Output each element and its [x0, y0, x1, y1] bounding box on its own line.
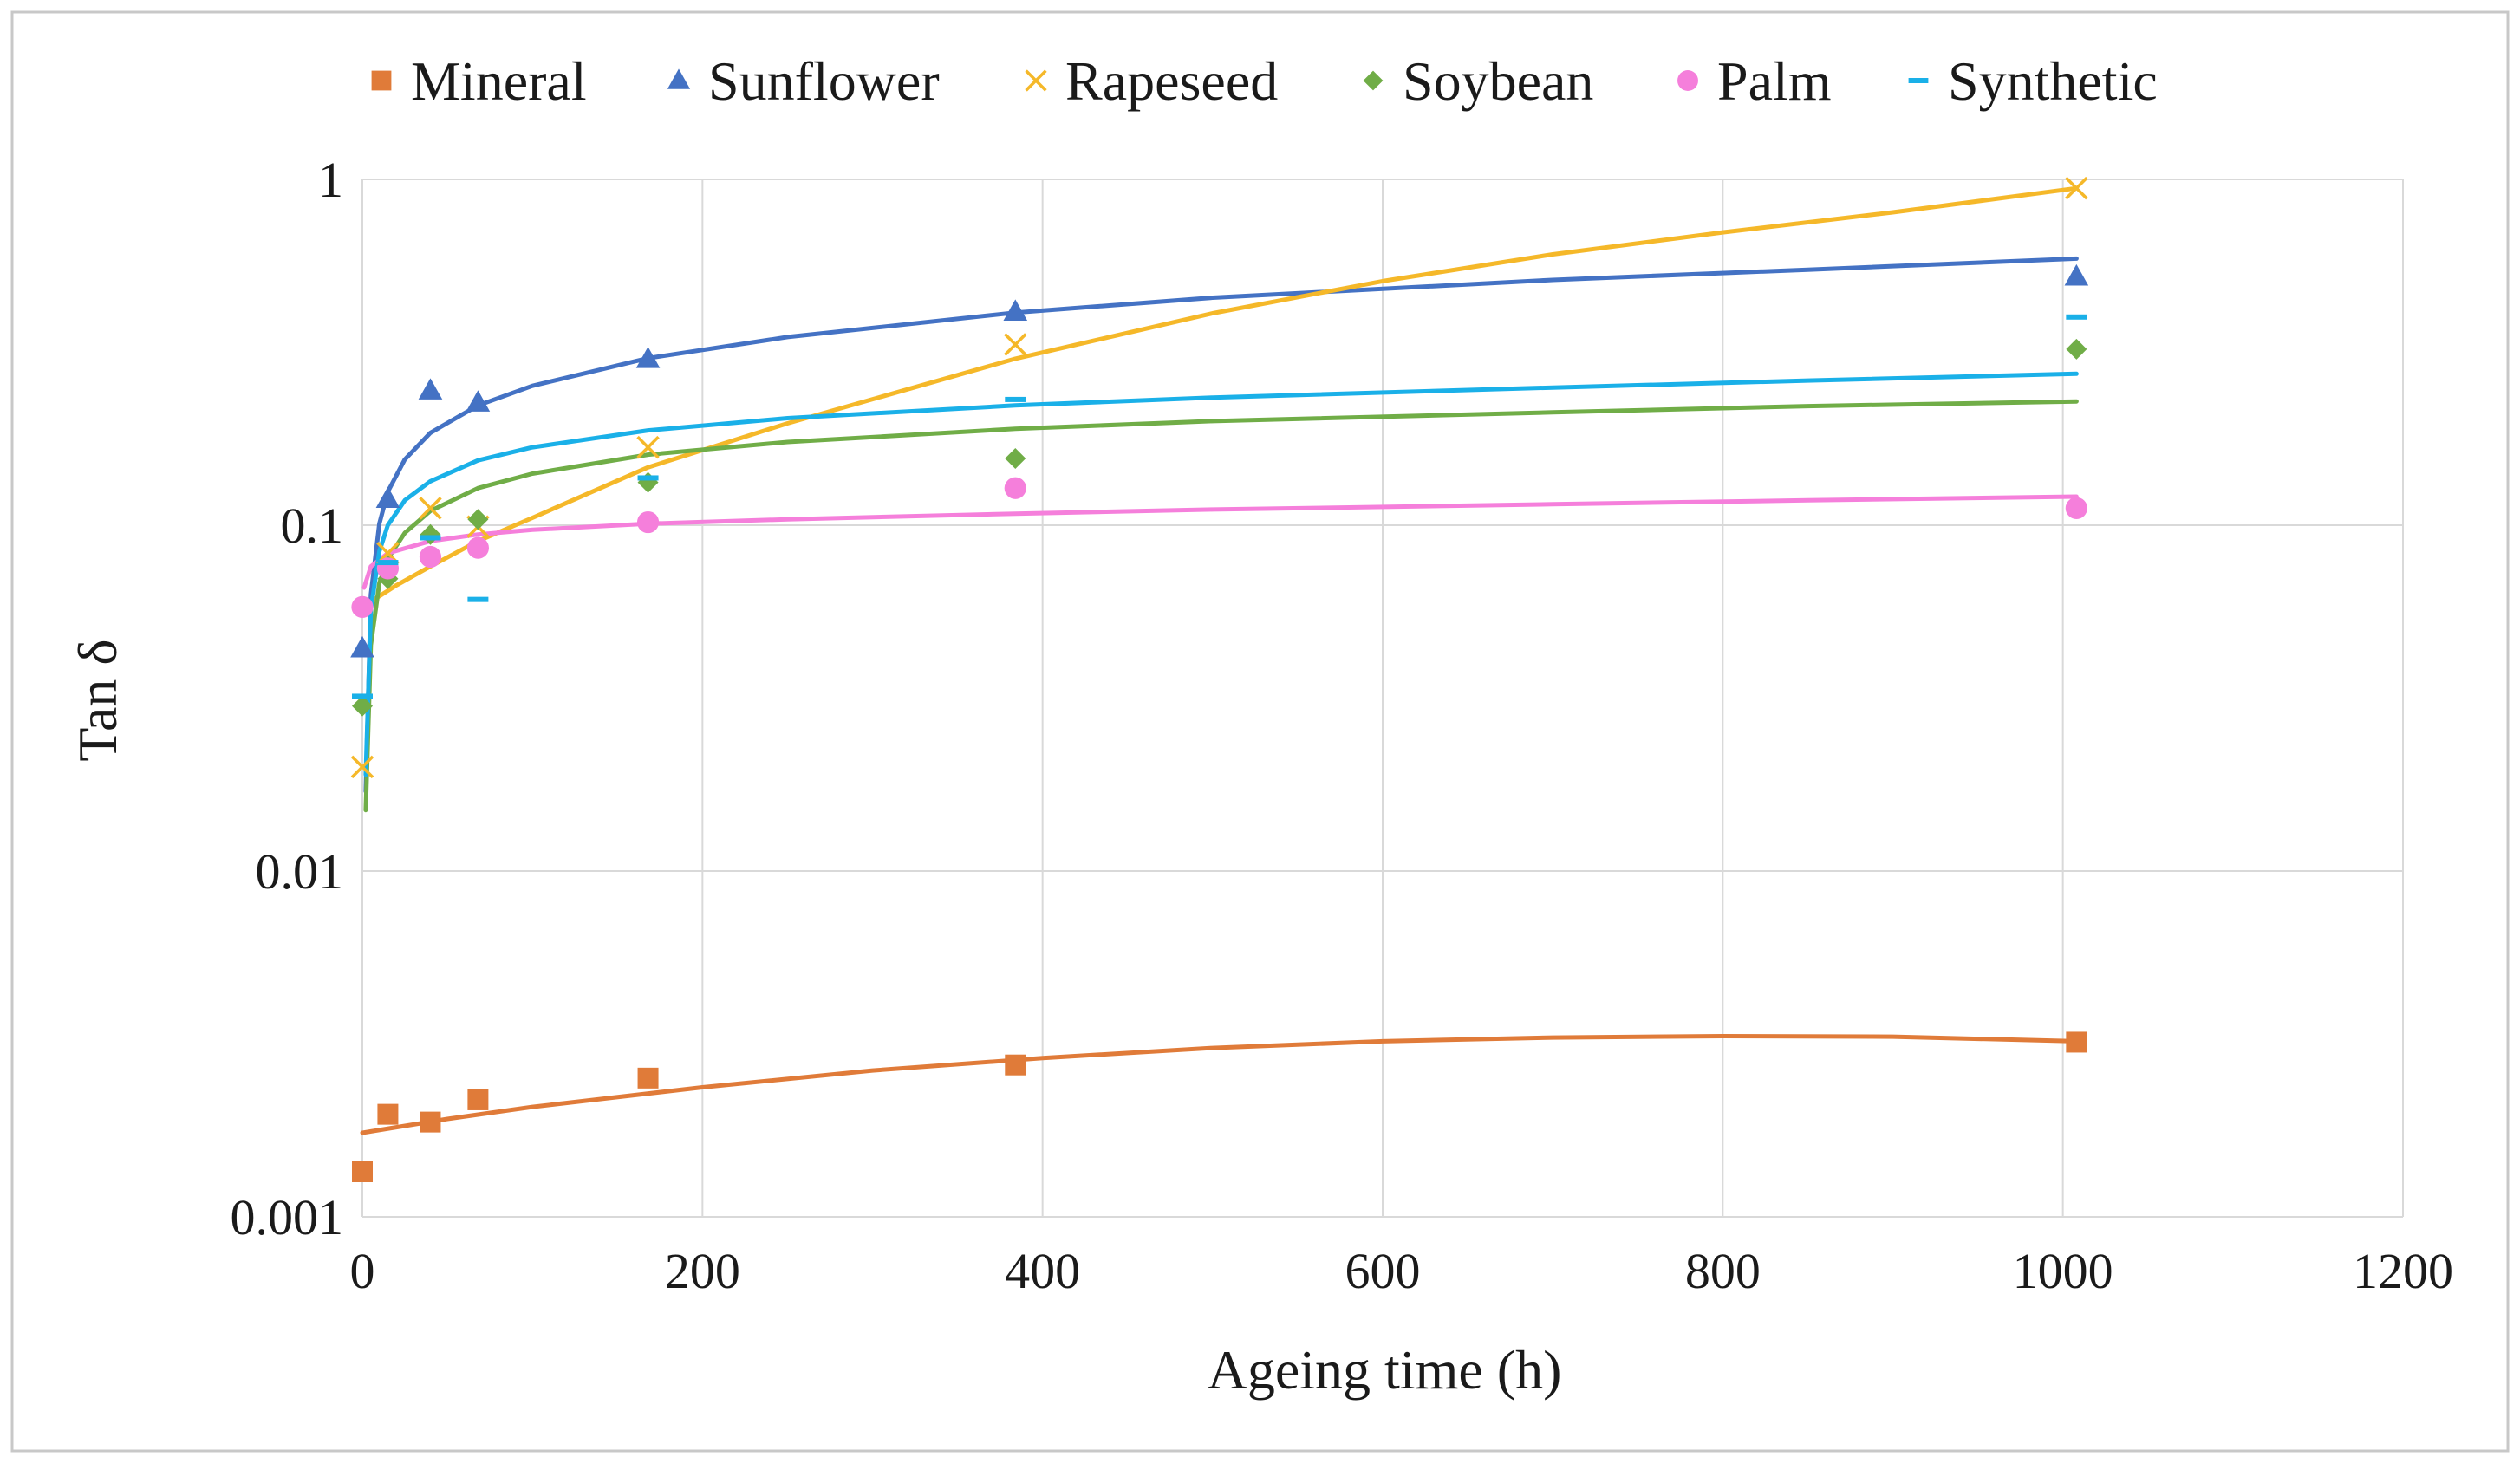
x-tick-label: 1000	[2013, 1243, 2113, 1299]
data-point-soybean	[467, 509, 489, 530]
x-axis-title: Ageing time (h)	[1208, 1339, 1562, 1401]
data-point-sunflower	[635, 347, 661, 368]
data-point-palm	[1004, 477, 1026, 499]
data-point-mineral	[377, 1103, 399, 1125]
y-tick-label: 0.01	[256, 843, 344, 900]
x-tick-label: 0	[350, 1243, 375, 1299]
data-point-sunflower	[375, 486, 400, 509]
data-point-mineral	[420, 1111, 441, 1133]
data-point-synthetic	[637, 475, 659, 481]
data-point-palm	[636, 510, 660, 534]
data-point-mineral	[637, 1067, 659, 1089]
data-point-sunflower	[2064, 263, 2089, 286]
legend-marker-soybean	[1363, 70, 1384, 91]
legend-marker-rapeseed	[1025, 69, 1047, 92]
legend-label-palm: Palm	[1717, 50, 1832, 112]
data-point-soybean	[2066, 338, 2087, 360]
data-point-rapeseed	[419, 497, 442, 520]
legend-label-synthetic: Synthetic	[1948, 50, 2158, 112]
data-point-rapeseed	[350, 755, 374, 779]
data-point-sunflower	[350, 635, 374, 658]
data-point-synthetic	[420, 535, 441, 541]
data-point-soybean	[352, 695, 373, 717]
legend-label-sunflower: Sunflower	[708, 50, 940, 112]
data-point-palm	[351, 595, 374, 618]
data-point-synthetic	[377, 560, 399, 566]
data-point-sunflower	[466, 390, 491, 412]
data-point-sunflower	[1003, 299, 1028, 322]
x-tick-label: 200	[665, 1243, 740, 1299]
legend-marker-mineral	[371, 70, 392, 91]
data-point-palm	[419, 545, 442, 569]
legend-marker-palm	[1677, 70, 1698, 91]
y-tick-label: 0.1	[281, 497, 344, 554]
legend-marker-synthetic	[1908, 78, 1929, 83]
legend: Mineral Sunflower Rapeseed Soybean Palm Synth…	[371, 50, 2158, 112]
y-axis-title: Tan δ	[67, 639, 128, 761]
data-point-mineral	[2066, 1031, 2087, 1053]
x-tick-label: 600	[1345, 1243, 1421, 1299]
tick-labels: 0 200 400 600 800 1000 1200 0.001 0.01 0.1 1	[231, 152, 2454, 1299]
trend-lines	[360, 185, 2079, 1135]
data-point-synthetic	[467, 596, 489, 602]
data-point-rapeseed	[636, 435, 660, 459]
data-point-rapeseed	[2065, 176, 2088, 200]
data-point-synthetic	[1005, 396, 1026, 402]
y-tick-label: 0.001	[231, 1189, 344, 1245]
legend-marker-sunflower	[667, 68, 691, 89]
legend-label-soybean: Soybean	[1403, 50, 1593, 112]
data-point-rapeseed	[1004, 333, 1027, 356]
chart-frame	[10, 10, 2510, 1453]
legend-label-rapeseed: Rapeseed	[1065, 50, 1278, 112]
data-markers	[350, 176, 2089, 1182]
x-tick-label: 1200	[2353, 1243, 2453, 1299]
data-point-palm	[2065, 497, 2087, 519]
data-point-sunflower	[418, 378, 443, 400]
data-point-mineral	[352, 1161, 373, 1182]
data-point-synthetic	[2066, 314, 2087, 320]
y-tick-label: 1	[318, 152, 343, 208]
x-tick-label: 400	[1005, 1243, 1080, 1299]
legend-label-mineral: Mineral	[411, 50, 587, 112]
x-tick-label: 800	[1685, 1243, 1761, 1299]
data-point-synthetic	[352, 693, 373, 699]
data-point-mineral	[1005, 1054, 1026, 1076]
trend-line-sunflower	[363, 256, 2079, 794]
data-point-mineral	[467, 1089, 489, 1110]
trend-line-mineral	[360, 1034, 2079, 1135]
data-point-palm	[466, 536, 489, 559]
trend-line-synthetic	[363, 371, 2079, 777]
data-point-soybean	[1005, 447, 1026, 469]
